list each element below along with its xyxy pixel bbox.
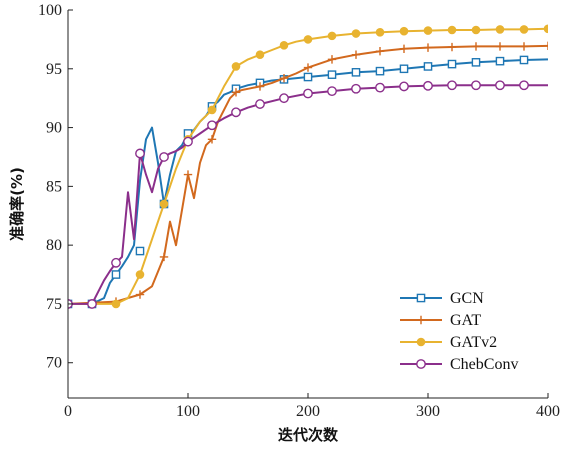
y-tick-label: 100 xyxy=(38,2,62,19)
series-gatv2 xyxy=(68,24,548,309)
x-tick-label: 200 xyxy=(296,403,320,420)
x-tick-label: 300 xyxy=(416,403,440,420)
data-point-chebconv xyxy=(495,80,505,91)
data-point-gcn xyxy=(495,56,505,66)
data-point-gatv2 xyxy=(111,299,121,309)
data-point-chebconv xyxy=(183,136,193,147)
data-point-gat xyxy=(135,290,145,299)
data-point-gat xyxy=(543,41,548,51)
data-point-gatv2 xyxy=(543,24,548,34)
data-point-chebconv xyxy=(471,80,481,91)
series-layer xyxy=(68,24,548,309)
data-point-gatv2 xyxy=(351,29,361,38)
y-tick-label: 85 xyxy=(46,178,62,195)
data-point-gat xyxy=(279,73,289,83)
data-point-gatv2 xyxy=(423,26,433,35)
data-point-chebconv xyxy=(231,107,241,118)
x-axis-title: 迭代次数 xyxy=(278,426,339,444)
data-point-gat xyxy=(471,42,481,51)
data-point-gatv2 xyxy=(471,25,481,35)
data-point-chebconv xyxy=(303,88,313,99)
data-point-gat xyxy=(423,43,433,52)
data-point-gatv2 xyxy=(447,25,457,35)
data-point-chebconv xyxy=(207,120,217,131)
data-point-chebconv xyxy=(519,80,529,91)
series-line-gat xyxy=(68,44,548,305)
data-point-gcn xyxy=(471,58,481,67)
data-point-gcn xyxy=(375,66,385,76)
data-point-gat xyxy=(231,88,241,97)
legend-label: ChebConv xyxy=(450,356,518,373)
y-tick-label: 70 xyxy=(46,355,62,372)
data-point-gat xyxy=(519,42,529,51)
data-point-gcn xyxy=(447,59,457,69)
legend-item-chebconv: ChebConv xyxy=(400,356,518,373)
data-point-gatv2 xyxy=(399,26,409,36)
ticks: 0 100 200 300 400 70 75 80 85 90 95 100 xyxy=(38,2,560,420)
data-point-chebconv xyxy=(447,80,457,91)
data-point-gatv2 xyxy=(519,25,529,34)
y-tick-label: 75 xyxy=(46,296,62,313)
data-point-gatv2 xyxy=(135,270,145,279)
y-tick-label: 95 xyxy=(46,61,62,78)
data-point-chebconv xyxy=(87,299,97,309)
data-point-gatv2 xyxy=(375,28,385,37)
data-point-gatv2 xyxy=(231,62,241,71)
legend-label: GAT xyxy=(450,312,481,329)
data-point-gat xyxy=(495,42,505,51)
legend-item-gcn: GCN xyxy=(400,290,484,307)
data-point-gat xyxy=(255,82,265,91)
legend-marker xyxy=(416,359,426,369)
data-point-gatv2 xyxy=(495,25,505,34)
data-point-chebconv xyxy=(375,82,385,93)
data-point-gat xyxy=(447,42,457,52)
data-point-chebconv xyxy=(159,152,169,162)
data-point-gat xyxy=(159,252,169,262)
x-tick-label: 100 xyxy=(176,403,200,420)
data-point-chebconv xyxy=(423,80,433,91)
data-point-gcn xyxy=(399,64,409,74)
data-point-gcn xyxy=(351,68,361,77)
data-point-gatv2 xyxy=(327,31,337,41)
legend: GCN GAT GATv2 ChebConv xyxy=(400,290,518,373)
data-point-gat xyxy=(183,170,193,179)
x-tick-label: 400 xyxy=(536,403,560,420)
legend-label: GATv2 xyxy=(450,334,497,351)
data-point-gatv2 xyxy=(279,40,289,50)
data-point-gat xyxy=(375,46,385,56)
data-point-gat xyxy=(207,135,217,144)
data-point-chebconv xyxy=(399,81,409,92)
legend-marker xyxy=(416,315,426,325)
data-point-gcn xyxy=(519,55,529,65)
data-point-chebconv xyxy=(279,93,289,104)
data-point-chebconv xyxy=(111,257,121,268)
data-point-gcn xyxy=(135,246,145,256)
legend-marker xyxy=(416,337,426,347)
y-tick-label: 90 xyxy=(46,120,62,137)
data-point-gatv2 xyxy=(303,35,313,44)
data-point-chebconv xyxy=(135,148,145,159)
data-point-gatv2 xyxy=(255,50,265,59)
data-point-gcn xyxy=(111,270,121,279)
data-point-gat xyxy=(351,50,361,59)
x-tick-label: 0 xyxy=(64,403,72,420)
y-axis-title: 准确率(%) xyxy=(8,167,26,241)
legend-item-gat: GAT xyxy=(400,312,481,329)
data-point-gcn xyxy=(303,72,313,82)
data-point-chebconv xyxy=(327,86,337,97)
data-point-chebconv xyxy=(351,83,361,94)
data-point-gatv2 xyxy=(207,105,217,115)
data-point-gat xyxy=(327,55,337,64)
legend-item-gatv2: GATv2 xyxy=(400,334,497,351)
legend-label: GCN xyxy=(450,290,484,307)
data-point-gat xyxy=(399,44,409,53)
legend-marker xyxy=(416,293,426,303)
y-tick-label: 80 xyxy=(46,237,62,254)
data-point-chebconv xyxy=(255,99,265,109)
data-point-gcn xyxy=(423,62,433,71)
data-point-gatv2 xyxy=(159,199,169,209)
data-point-gcn xyxy=(327,70,337,79)
data-point-gat xyxy=(303,63,313,72)
